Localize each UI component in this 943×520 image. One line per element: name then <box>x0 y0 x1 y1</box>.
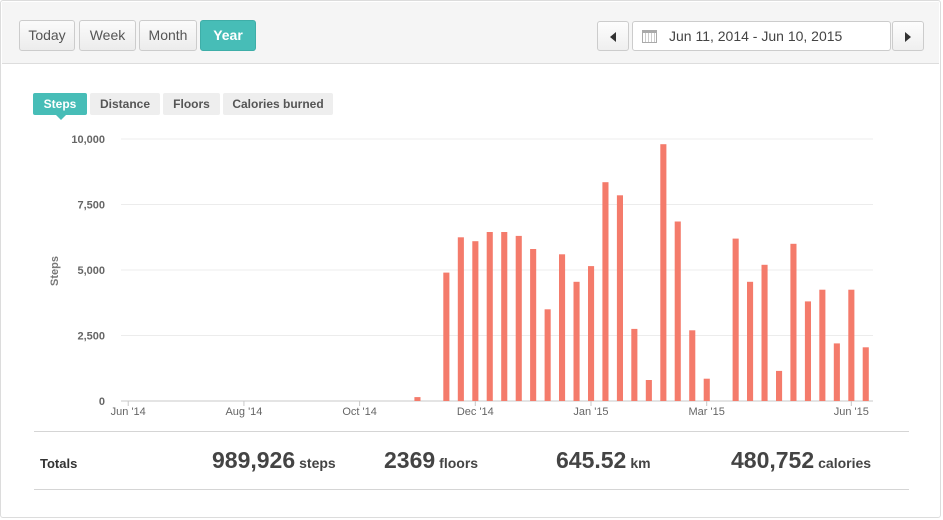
date-range-picker[interactable]: Jun 11, 2014 - Jun 10, 2015 <box>632 21 891 51</box>
chart-bars <box>414 144 869 402</box>
tab-steps[interactable]: Steps <box>33 93 87 120</box>
total-steps-unit: steps <box>299 455 336 471</box>
bar <box>732 238 739 401</box>
total-distance-unit: km <box>630 455 651 471</box>
bar <box>761 264 768 401</box>
bar <box>486 232 493 401</box>
next-range-button[interactable] <box>892 21 924 51</box>
bar <box>472 241 479 401</box>
x-tick-label: Aug '14 <box>225 406 262 418</box>
bar <box>790 243 797 401</box>
bar <box>631 328 638 401</box>
x-axis-ticks: Jun '14 Aug '14 Oct '14 Dec '14 Jan '15 Mar '… <box>111 401 869 418</box>
bar <box>515 235 522 401</box>
bar <box>414 397 421 401</box>
calendar-icon <box>642 30 657 43</box>
chart-grid <box>121 138 873 402</box>
chevron-right-icon <box>905 32 911 42</box>
x-tick-label: Mar '15 <box>689 406 725 418</box>
bar <box>616 195 623 401</box>
total-distance-value: 645.52 <box>556 447 627 473</box>
toolbar: Today Week Month Year Jun 11, 2014 - Jun… <box>2 2 939 64</box>
total-floors: 2369 floors <box>384 447 478 474</box>
totals-label: Totals <box>40 456 78 471</box>
total-calories-value: 480,752 <box>731 447 815 473</box>
chevron-left-icon <box>610 32 616 42</box>
bar <box>703 378 710 401</box>
x-tick-label: Oct '14 <box>342 406 377 418</box>
bar <box>559 254 566 401</box>
x-tick-label: Jun '14 <box>111 406 146 418</box>
week-button[interactable]: Week <box>79 20 136 51</box>
steps-bar-chart: 0 2,500 5,000 7,500 10,000 Jun '14 Aug '14 Oct… <box>49 134 873 418</box>
x-tick-label: Jun '15 <box>834 406 869 418</box>
bar <box>443 272 450 401</box>
bar <box>544 309 551 401</box>
bar <box>776 370 783 401</box>
bar <box>645 380 652 401</box>
bar <box>848 289 855 401</box>
bar <box>804 301 811 401</box>
y-tick-label: 0 <box>99 396 105 408</box>
bar <box>457 237 464 402</box>
total-calories: 480,752 calories <box>731 447 871 474</box>
bar <box>674 221 681 401</box>
bar <box>530 249 537 401</box>
x-tick-label: Jan '15 <box>573 406 608 418</box>
bar <box>689 330 696 401</box>
previous-range-button[interactable] <box>597 21 629 51</box>
totals-row: Totals 989,926 steps 2369 floors 645.52 km … <box>34 431 909 490</box>
bar <box>501 232 508 401</box>
total-steps-value: 989,926 <box>212 447 296 473</box>
total-calories-unit: calories <box>818 455 872 471</box>
bar <box>862 347 869 401</box>
today-button[interactable]: Today <box>19 20 75 51</box>
total-distance: 645.52 km <box>556 447 651 474</box>
bar <box>833 343 840 401</box>
y-tick-label: 7,500 <box>77 200 105 212</box>
y-axis-ticks: 0 2,500 5,000 7,500 10,000 <box>71 134 105 408</box>
tab-distance[interactable]: Distance <box>90 93 160 115</box>
x-tick-label: Dec '14 <box>457 406 494 418</box>
bar <box>588 266 595 401</box>
y-tick-label: 2,500 <box>77 331 105 343</box>
bar <box>819 289 826 401</box>
y-axis-label: Steps <box>49 256 61 286</box>
bar <box>747 281 754 401</box>
y-tick-label: 5,000 <box>77 265 105 277</box>
total-steps: 989,926 steps <box>212 447 336 474</box>
year-button[interactable]: Year <box>200 20 256 51</box>
total-floors-unit: floors <box>439 455 479 471</box>
month-button[interactable]: Month <box>139 20 197 51</box>
bar <box>602 182 609 401</box>
y-tick-label: 10,000 <box>71 134 105 146</box>
tab-floors[interactable]: Floors <box>163 93 220 115</box>
tab-calories-burned[interactable]: Calories burned <box>223 93 333 115</box>
bar <box>660 144 667 401</box>
bar <box>573 281 580 401</box>
total-floors-value: 2369 <box>384 447 436 473</box>
date-range-text: Jun 11, 2014 - Jun 10, 2015 <box>669 28 843 44</box>
